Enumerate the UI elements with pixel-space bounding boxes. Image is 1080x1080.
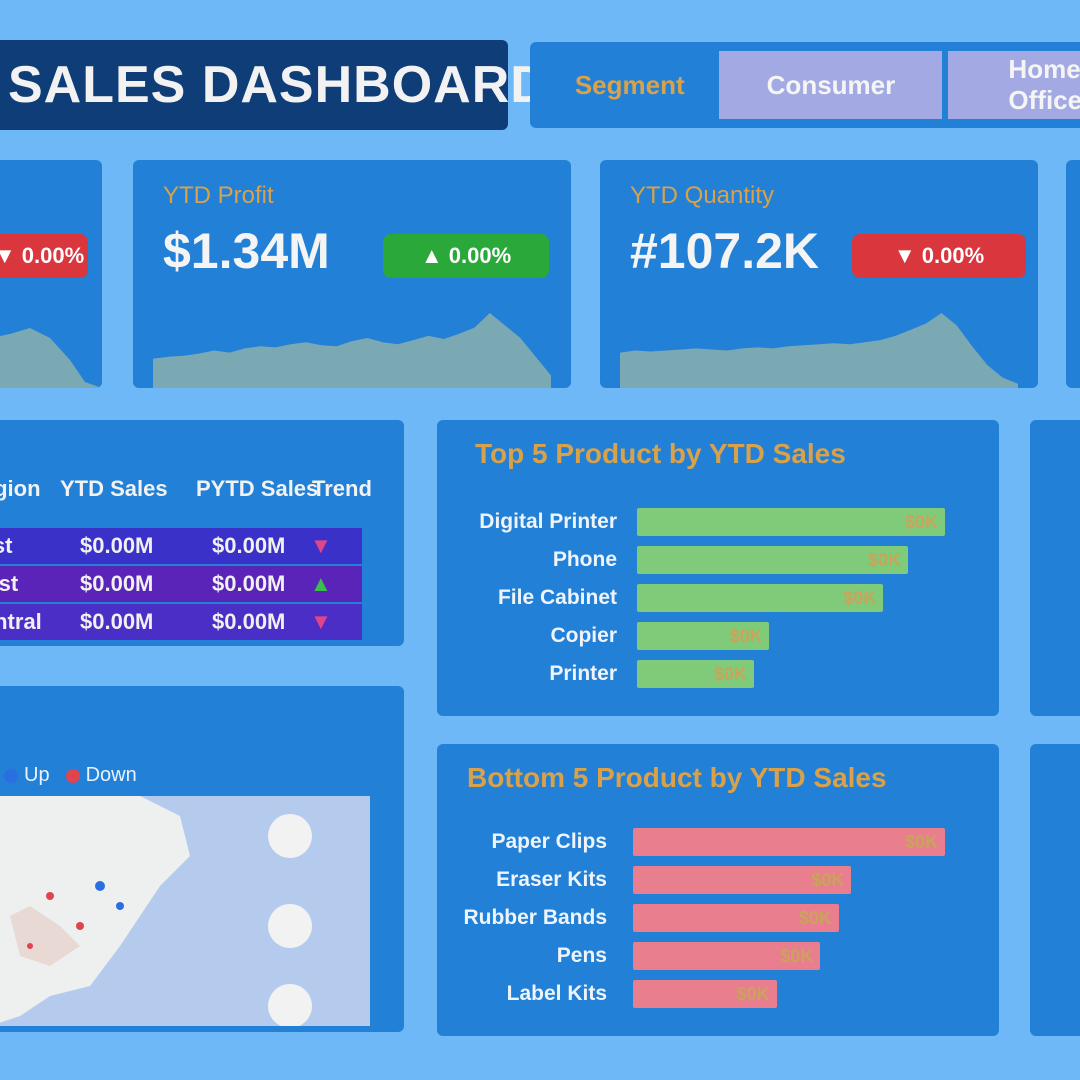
kpi-value: #107.2K	[630, 223, 820, 279]
column-header-region: Region	[0, 476, 41, 501]
region-cell: Central	[0, 609, 42, 634]
map-point-down[interactable]	[76, 922, 84, 930]
map-point-down[interactable]	[27, 943, 33, 949]
bar-category-label: Copier	[550, 624, 617, 647]
bar-category-label: Pens	[556, 944, 607, 967]
sparkline-chart	[153, 313, 551, 388]
panel-title: Top 5 Product by YTD Sales	[475, 438, 846, 469]
map-point-up[interactable]	[116, 902, 124, 910]
sales-map-panel: Up Down	[0, 686, 404, 1032]
bar-value-label: $0K	[729, 626, 763, 646]
bar-category-label: Rubber Bands	[463, 906, 607, 929]
bar[interactable]	[633, 980, 777, 1008]
trend-down-icon: ▼	[310, 533, 332, 558]
dashboard-title: SALES DASHBOARD	[8, 56, 549, 114]
bar[interactable]	[637, 622, 770, 650]
trend-up-icon: ▲	[310, 571, 332, 596]
sparkline-chart	[620, 313, 1018, 388]
segment-option-consumer[interactable]: Consumer	[719, 51, 943, 119]
pytd-sales-cell: $0.00M	[212, 609, 286, 634]
bar-value-label: $0K	[811, 870, 845, 890]
table-row[interactable]: Central $0.00M $0.00M ▼	[0, 604, 362, 640]
map-canvas[interactable]	[0, 796, 370, 1028]
bar-value-label: $0K	[868, 550, 902, 570]
column-header-ytd-sales: YTD Sales	[60, 476, 168, 501]
kpi-value: $1.34M	[163, 223, 330, 279]
kpi-change-badge: ▲ 0.00%	[383, 234, 549, 278]
legend-label-down: Down	[85, 764, 137, 786]
region-cell: West	[0, 571, 19, 596]
bar-category-label: Paper Clips	[491, 830, 607, 853]
trend-down-icon: ▼	[310, 609, 332, 634]
bar[interactable]	[633, 942, 821, 970]
bar-value-label: $0K	[714, 664, 748, 684]
bar-value-label: $0K	[798, 908, 832, 928]
ytd-sales-cell: $0.00M	[80, 571, 154, 596]
pytd-sales-cell: $0.00M	[212, 571, 286, 596]
title-banner: SALES DASHBOARD	[0, 40, 548, 130]
bar[interactable]	[637, 546, 909, 574]
segment-option-home-office[interactable]: Home Office	[948, 51, 1080, 119]
kpi-card-partial-right	[1066, 160, 1080, 388]
region-sales-table: Region YTD Sales PYTD Sales Trend East $0…	[0, 420, 404, 646]
bar-category-label: Label Kits	[506, 982, 607, 1005]
bar-value-label: $0K	[905, 512, 939, 532]
bar[interactable]	[637, 584, 884, 612]
ytd-sales-cell: $0.00M	[80, 609, 154, 634]
right-panel-partial-bottom	[1030, 744, 1080, 1036]
right-panel-partial-top	[1030, 420, 1080, 716]
sparkline-area	[153, 313, 551, 388]
kpi-change-badge: ▼ 0.00%	[0, 234, 88, 278]
sparkline-area	[620, 313, 1018, 388]
legend-dot-down	[65, 768, 80, 783]
bar[interactable]	[633, 904, 839, 932]
pytd-sales-cell: $0.00M	[212, 533, 286, 558]
land-region	[10, 906, 80, 966]
map-reset-button[interactable]	[268, 984, 312, 1028]
bar[interactable]	[637, 508, 945, 536]
map-point-up[interactable]	[95, 881, 105, 891]
sparkline-chart	[0, 328, 102, 388]
segment-filter: Segment Consumer Home Office	[530, 42, 1080, 128]
ytd-sales-cell: $0.00M	[80, 533, 154, 558]
bar[interactable]	[637, 660, 755, 688]
table-row[interactable]: East $0.00M $0.00M ▼	[0, 528, 362, 564]
map-point-down[interactable]	[46, 892, 54, 900]
legend-label-up: Up	[24, 764, 50, 786]
kpi-title: YTD Quantity	[630, 182, 775, 209]
bar-value-label: $0K	[843, 588, 877, 608]
bar-category-label: Eraser Kits	[496, 868, 607, 891]
sparkline-area	[0, 328, 102, 388]
region-cell: East	[0, 533, 13, 558]
kpi-card-partial: ▼ 0.00%	[0, 160, 102, 388]
segment-label: Segment	[574, 69, 685, 100]
kpi-title: YTD Profit	[163, 182, 274, 209]
table-row[interactable]: West $0.00M $0.00M ▲	[0, 566, 362, 602]
kpi-card-ytd-profit: YTD Profit $1.34M ▲ 0.00%	[133, 160, 571, 388]
bar[interactable]	[633, 828, 945, 856]
bar-value-label: $0K	[780, 946, 814, 966]
bar-category-label: Digital Printer	[479, 510, 617, 533]
bar[interactable]	[633, 866, 852, 894]
map-graphic	[0, 796, 312, 1028]
map-zoom-out-button[interactable]	[268, 904, 312, 948]
kpi-change-badge: ▼ 0.00%	[852, 234, 1026, 278]
legend-dot-up	[4, 768, 18, 783]
bottom-products-panel: Bottom 5 Product by YTD Sales Paper Clip…	[437, 744, 999, 1036]
panel-title: Bottom 5 Product by YTD Sales	[467, 762, 887, 793]
top-products-panel: Top 5 Product by YTD Sales Digital Print…	[437, 420, 999, 716]
column-header-trend: Trend	[312, 476, 372, 501]
map-legend: Up Down	[4, 764, 137, 787]
column-header-pytd-sales: PYTD Sales	[196, 476, 319, 501]
land-mass	[0, 796, 190, 1023]
kpi-card-ytd-quantity: YTD Quantity #107.2K ▼ 0.00%	[600, 160, 1038, 388]
bar-value-label: $0K	[905, 832, 939, 852]
map-zoom-in-button[interactable]	[268, 814, 312, 858]
bar-category-label: Printer	[549, 662, 617, 685]
bar-category-label: File Cabinet	[497, 586, 617, 609]
bar-category-label: Phone	[552, 548, 617, 571]
bar-value-label: $0K	[736, 984, 770, 1004]
